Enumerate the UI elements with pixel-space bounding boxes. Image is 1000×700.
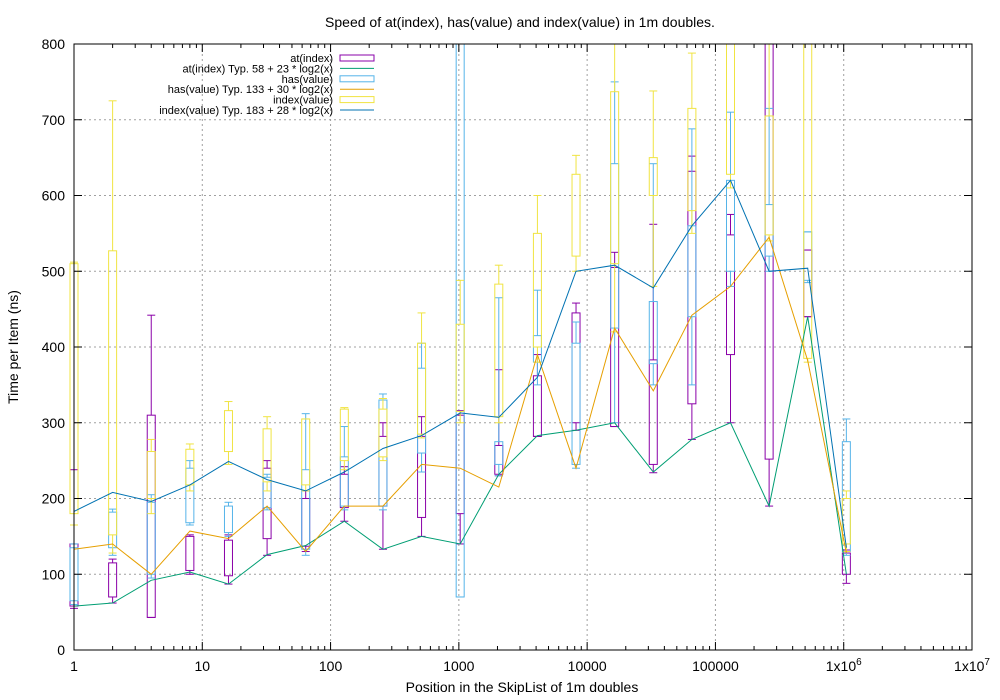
box-body — [185, 535, 195, 571]
box-body — [262, 428, 272, 483]
y-axis-label: Time per Item (ns) — [5, 290, 21, 404]
box-body — [378, 408, 388, 458]
legend-entry: index(value) Typ. 183 + 28 * log2(x) — [159, 105, 374, 117]
box — [648, 90, 658, 287]
y-tick-label: 100 — [42, 566, 66, 582]
box-body — [571, 342, 581, 465]
legend-entry: at(index) — [290, 53, 375, 65]
legend-label: index(value) — [273, 95, 333, 107]
legend-label: has(value) Typ. 133 + 30 * log2(x) — [168, 84, 333, 96]
x-tick-label: 100 — [319, 658, 343, 674]
y-tick-label: 800 — [42, 36, 66, 52]
x-tick-label: 1000 — [443, 658, 474, 674]
box-body — [571, 173, 581, 257]
legend: at(index)at(index) Typ. 58 + 23 * log2(x… — [159, 53, 375, 117]
x-tick-label: 1 — [70, 658, 78, 674]
line-series — [73, 236, 847, 575]
legend-entry: at(index) Typ. 58 + 23 * log2(x) — [182, 63, 374, 75]
box-body — [687, 107, 697, 212]
box — [455, 279, 465, 424]
legend-label: has(value) — [282, 74, 333, 86]
y-tick-label: 200 — [42, 491, 66, 507]
x-axis-label: Position in the SkipList of 1m doubles — [406, 679, 639, 695]
y-tick-label: 300 — [42, 415, 66, 431]
line-series — [73, 316, 847, 607]
box — [687, 52, 697, 234]
legend-label: index(value) Typ. 183 + 28 * log2(x) — [159, 105, 333, 117]
box-body — [223, 539, 233, 577]
box-body — [455, 323, 465, 412]
box-body — [417, 342, 427, 435]
x-tick-label: 100000 — [692, 658, 739, 674]
box — [301, 413, 311, 556]
box-body — [339, 408, 349, 462]
box — [726, 213, 736, 424]
box — [108, 100, 118, 554]
legend-label: at(index) Typ. 58 + 23 * log2(x) — [182, 63, 333, 75]
legend-entry: index(value) — [273, 95, 375, 107]
box-body — [648, 157, 658, 196]
box-body — [146, 451, 156, 500]
y-tick-label: 500 — [42, 263, 66, 279]
y-tick-label: 400 — [42, 339, 66, 355]
box — [610, 44, 620, 333]
box-body — [262, 476, 272, 509]
box-body — [301, 418, 311, 486]
box-body — [185, 467, 195, 524]
box — [764, 44, 774, 242]
legend-entry: has(value) Typ. 133 + 30 * log2(x) — [168, 84, 374, 96]
box — [223, 401, 233, 465]
grid — [74, 44, 972, 650]
x-tick-label: 10 — [194, 658, 210, 674]
chart-title: Speed of at(index), has(value) and index… — [325, 14, 715, 30]
x-tick-label: 1x106 — [826, 657, 862, 674]
box — [378, 398, 388, 462]
y-tick-label: 600 — [42, 188, 66, 204]
box — [339, 407, 349, 471]
box — [185, 534, 195, 575]
box-body — [223, 410, 233, 453]
box — [262, 416, 272, 492]
x-tick-label: 1x107 — [954, 657, 990, 674]
box-body — [494, 441, 504, 465]
box-body — [648, 301, 658, 365]
box-body — [764, 115, 774, 236]
box-body — [108, 250, 118, 536]
line-series — [73, 179, 847, 548]
legend-box-swatch — [339, 54, 375, 62]
box-body — [223, 505, 233, 534]
box — [185, 460, 195, 526]
box — [108, 558, 118, 604]
legend-box-swatch — [339, 96, 375, 104]
y-tick-label: 700 — [42, 112, 66, 128]
axes: 0 100 200 300 400 500 600 700 800 1 10 100 1000 10000… — [42, 36, 991, 674]
legend-box-swatch — [339, 75, 375, 83]
box-body — [648, 359, 658, 465]
box-body — [610, 91, 620, 265]
box-body — [108, 562, 118, 598]
box-body — [532, 232, 542, 348]
legend-label: at(index) — [290, 53, 333, 65]
legend-entry: has(value) — [282, 74, 375, 86]
box-body — [726, 234, 736, 356]
box-body — [301, 469, 311, 550]
plot-area — [69, 43, 851, 618]
x-tick-label: 10000 — [568, 658, 607, 674]
y-tick-label: 0 — [57, 642, 65, 658]
